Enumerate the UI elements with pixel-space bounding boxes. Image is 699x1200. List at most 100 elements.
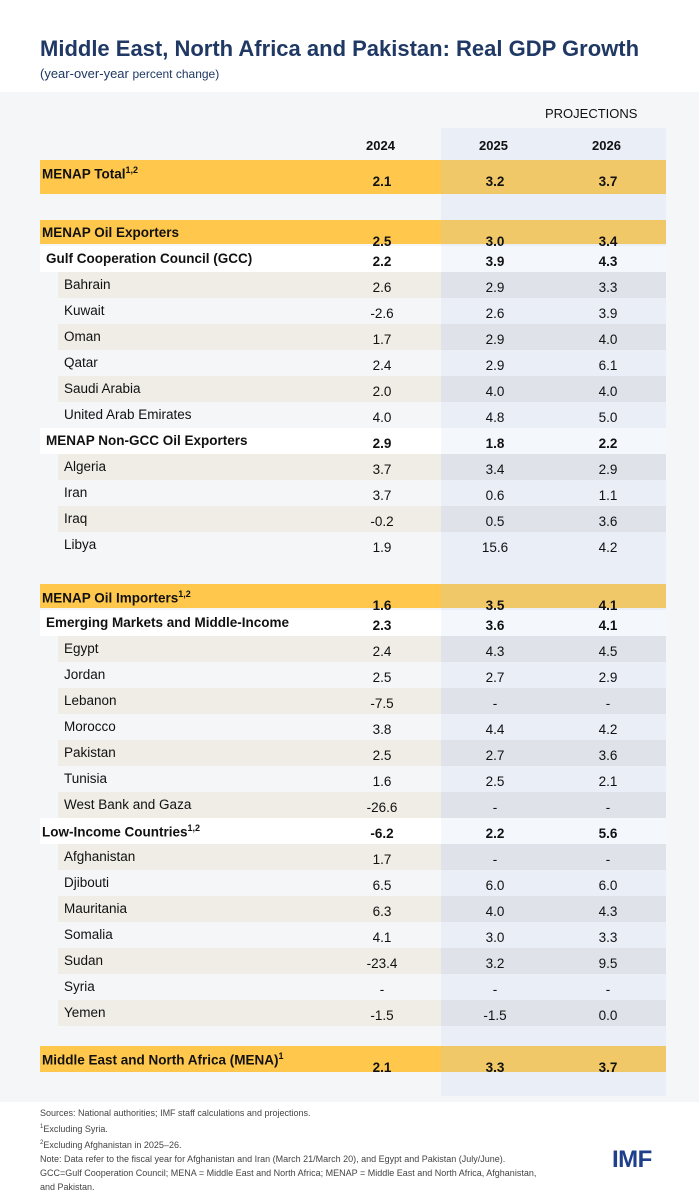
row-label: Morocco [64, 719, 116, 734]
value-2025: 0.6 [485, 488, 505, 503]
table-row: Oman 1.7 2.9 4.0 [40, 324, 666, 350]
value-2024: 2.1 [372, 1060, 392, 1075]
row-label: Algeria [64, 459, 107, 474]
row-label: West Bank and Gaza [64, 797, 192, 812]
row-label: Sudan [64, 953, 104, 968]
table-row: Sudan -23.4 3.2 9.5 [40, 948, 666, 974]
value-2024: 1.6 [372, 598, 392, 613]
value-2025: -1.5 [483, 1008, 507, 1023]
row-label: Afghanistan [64, 849, 136, 864]
value-2024: 2.6 [372, 280, 392, 295]
row-label: Saudi Arabia [64, 381, 141, 396]
value-2026: 5.6 [598, 826, 618, 841]
row-stripe [58, 1000, 442, 1026]
row-label: Gulf Cooperation Council (GCC) [46, 251, 253, 266]
footnote-1: 1Excluding Syria. [40, 1124, 108, 1134]
table-row: Algeria 3.7 3.4 2.9 [40, 454, 666, 480]
value-2024: -0.2 [370, 514, 394, 529]
row-label: Syria [64, 979, 95, 994]
row-stripe [58, 688, 442, 714]
value-2024: 6.3 [372, 904, 392, 919]
value-2024: 6.5 [372, 878, 392, 893]
value-2026: - [605, 852, 611, 867]
value-2026: 3.9 [598, 306, 618, 321]
row-highlight-projection [441, 1046, 666, 1072]
table-row: Saudi Arabia 2.0 4.0 4.0 [40, 376, 666, 402]
value-2024: 2.1 [372, 174, 392, 189]
row-label: United Arab Emirates [64, 407, 192, 422]
table-row: Djibouti 6.5 6.0 6.0 [40, 870, 666, 896]
value-2026: 3.3 [598, 280, 618, 295]
table-row: Morocco 3.8 4.4 4.2 [40, 714, 666, 740]
row-label-footnote-mark: 1 [278, 1051, 284, 1061]
row-stripe [58, 506, 442, 532]
row-background [40, 818, 442, 844]
row-stripe [58, 454, 442, 480]
value-2024: -1.5 [370, 1008, 394, 1023]
page-subtitle: (year-over-year percent change) [40, 66, 219, 81]
row-stripe-projection [441, 376, 666, 402]
row-stripe [58, 740, 442, 766]
table-row: Qatar 2.4 2.9 6.1 [40, 350, 666, 376]
column-header-2024: 2024 [366, 138, 395, 153]
value-2025: 3.2 [485, 174, 505, 189]
row-highlight-projection [441, 160, 666, 194]
row-stripe [58, 896, 442, 922]
table-row: Iraq -0.2 0.5 3.6 [40, 506, 666, 532]
table-row: Low-Income Countries1,2 -6.2 2.2 5.6 [40, 818, 666, 844]
row-label: MENAP Total1,2 [42, 165, 139, 182]
row-stripe-projection [441, 324, 666, 350]
footnote-abbreviations-2: and Pakistan. [40, 1182, 95, 1192]
value-2026: 0.0 [598, 1008, 618, 1023]
value-2024: -2.6 [370, 306, 394, 321]
value-2025: 3.0 [485, 930, 505, 945]
table-row: Emerging Markets and Middle-Income 2.3 3.6… [40, 610, 666, 636]
row-background [40, 428, 442, 454]
table-row: Afghanistan 1.7 - - [40, 844, 666, 870]
value-2025: 3.4 [485, 462, 505, 477]
table-row: Somalia 4.1 3.0 3.3 [40, 922, 666, 948]
row-label-footnote-mark: 1,2 [187, 823, 201, 833]
row-background-projection [441, 818, 666, 844]
value-2026: - [605, 982, 611, 997]
value-2025: 4.0 [485, 384, 505, 399]
value-2025: 3.6 [485, 618, 505, 633]
value-2025: 3.2 [485, 956, 505, 971]
value-2025: 3.3 [485, 1060, 505, 1075]
table-row: Bahrain 2.6 2.9 3.3 [40, 272, 666, 298]
value-2024: -7.5 [370, 696, 394, 711]
row-stripe-projection [441, 688, 666, 714]
value-2026: 3.6 [598, 748, 618, 763]
row-background [40, 610, 442, 636]
value-2025: 2.5 [485, 774, 505, 789]
value-2024: 1.6 [372, 774, 392, 789]
value-2026: 1.1 [598, 488, 618, 503]
value-2024: 1.7 [372, 852, 392, 867]
value-2026: 2.2 [598, 436, 618, 451]
row-stripe-projection [441, 1000, 666, 1026]
value-2025: - [492, 852, 498, 867]
value-2026: 3.3 [598, 930, 618, 945]
row-label: Libya [64, 537, 97, 552]
row-stripe-projection [441, 272, 666, 298]
value-2026: - [605, 800, 611, 815]
table-row: MENAP Oil Exporters 2.5 3.0 3.4 [40, 220, 666, 249]
footnotes: Sources: National authorities; IMF staff… [40, 1106, 536, 1194]
row-stripe [58, 948, 442, 974]
value-2026: 4.1 [598, 618, 618, 633]
column-header-2026: 2026 [592, 138, 621, 153]
value-2026: 4.2 [598, 722, 618, 737]
row-label: Jordan [64, 667, 106, 682]
value-2025: 2.7 [485, 748, 505, 763]
table-row: Tunisia 1.6 2.5 2.1 [40, 766, 666, 792]
row-label: Emerging Markets and Middle-Income [46, 615, 290, 630]
table-row: Jordan 2.5 2.7 2.9 [40, 662, 666, 688]
subtitle-rest: percent change) [132, 67, 220, 81]
value-2024: 2.5 [372, 234, 392, 249]
table-row: Egypt 2.4 4.3 4.5 [40, 636, 666, 662]
row-stripe [58, 324, 442, 350]
value-2024: 3.7 [372, 488, 392, 503]
row-highlight-projection [441, 584, 666, 608]
value-2026: 4.0 [598, 332, 618, 347]
table-row: Kuwait -2.6 2.6 3.9 [40, 298, 666, 324]
